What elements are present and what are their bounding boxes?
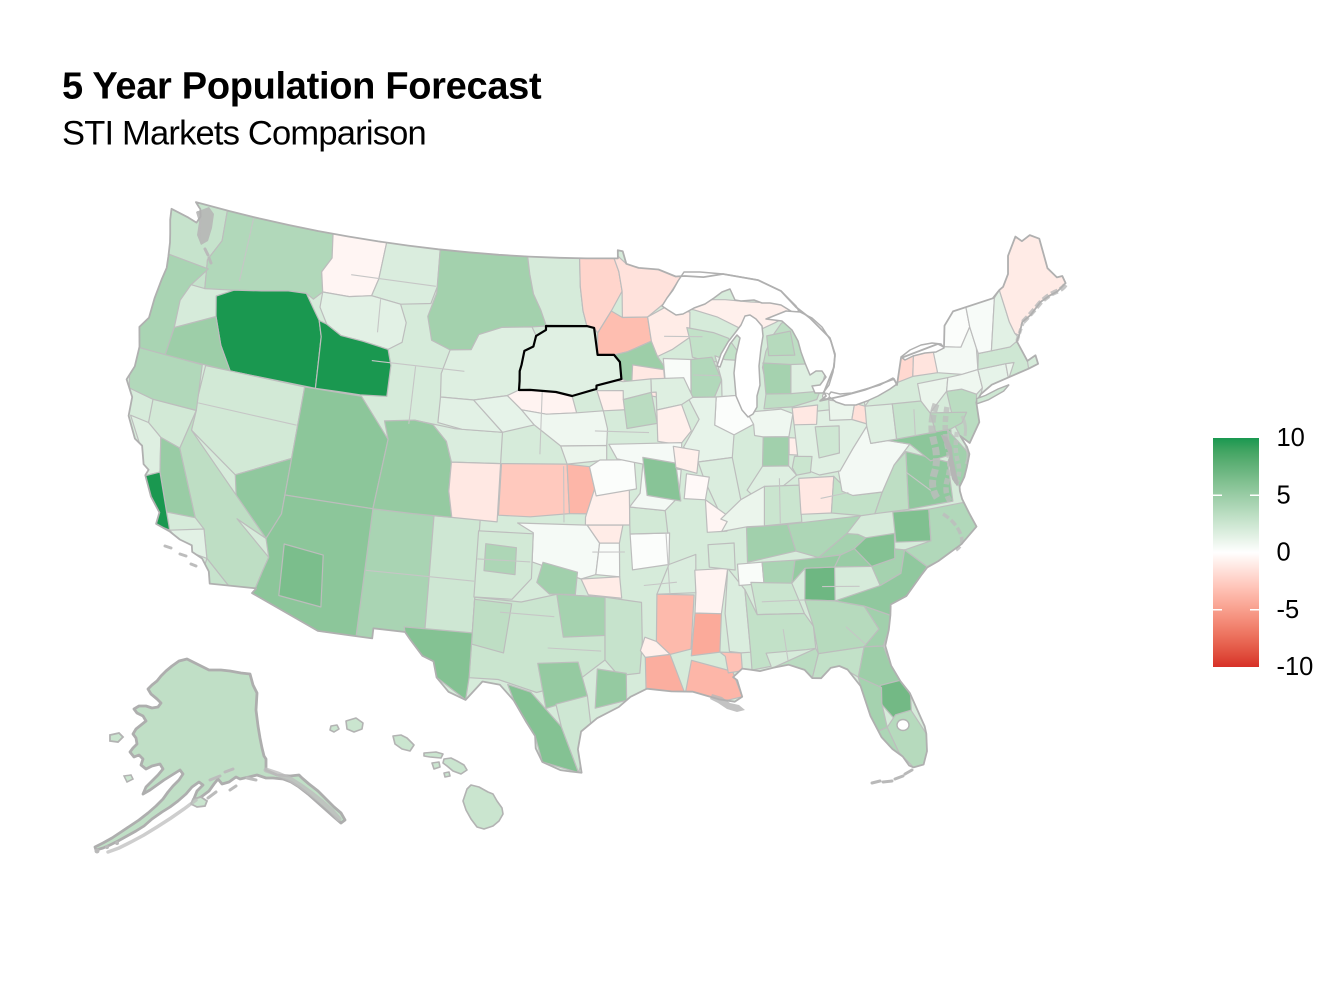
svg-text:0: 0 bbox=[1277, 539, 1291, 567]
svg-text:-10: -10 bbox=[1277, 653, 1314, 681]
svg-text:10: 10 bbox=[1277, 424, 1305, 452]
svg-text:STI Markets Comparison: STI Markets Comparison bbox=[62, 115, 426, 153]
svg-text:5 Year Population Forecast: 5 Year Population Forecast bbox=[62, 66, 542, 108]
svg-text:-5: -5 bbox=[1277, 596, 1300, 624]
svg-text:5: 5 bbox=[1277, 481, 1291, 509]
